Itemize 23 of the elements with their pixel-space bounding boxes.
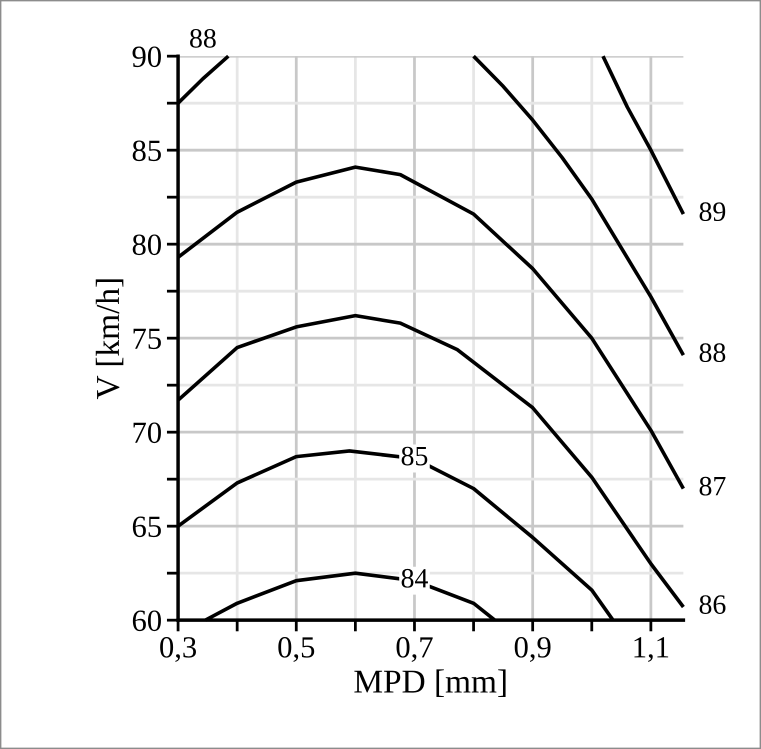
series-label: 87 <box>700 476 726 496</box>
series-label: 88 <box>190 28 216 48</box>
series-label: 84 <box>402 568 428 588</box>
y-tick-label: 80 <box>132 234 161 256</box>
series-label: 88 <box>700 343 726 362</box>
y-tick-label: 70 <box>134 422 161 444</box>
line-series <box>601 54 686 216</box>
x-tick-label: 0,5 <box>278 637 314 662</box>
y-axis-title: V [km/h] <box>96 279 124 400</box>
y-tick-label: 85 <box>132 140 161 162</box>
x-tick-label: 1,1 <box>634 637 668 662</box>
y-tick-label: 65 <box>132 516 161 538</box>
series-label: 86 <box>700 595 726 614</box>
x-tick-label: 0,9 <box>514 637 551 662</box>
x-tick-label: 0,7 <box>396 637 433 662</box>
series-label: 89 <box>700 202 726 222</box>
y-tick-label: 75 <box>134 328 161 350</box>
y-tick-label: 60 <box>132 610 161 632</box>
x-tick-label: 0,3 <box>160 637 196 662</box>
x-axis-title: MPD [mm] <box>354 669 506 697</box>
series-label: 85 <box>402 446 428 466</box>
line-series <box>472 54 686 357</box>
y-tick-label: 90 <box>132 46 161 68</box>
